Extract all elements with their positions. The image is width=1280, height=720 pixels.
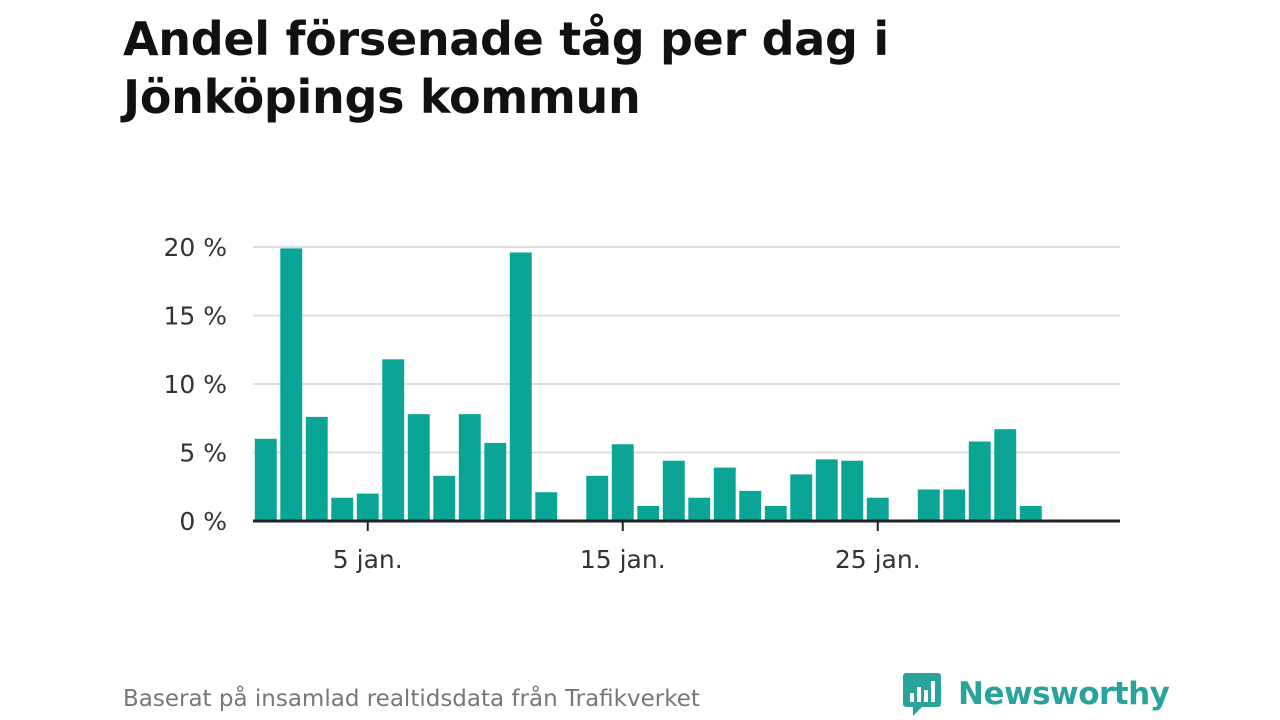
bar-day-8 xyxy=(433,475,456,521)
bar-day-12 xyxy=(535,492,558,521)
bar-day-5 xyxy=(356,493,379,521)
y-tick-label-3: 15 % xyxy=(163,302,227,331)
logo-text: Newsworthy xyxy=(958,676,1170,712)
y-tick-labels: 0 % 5 % 10 % 15 % 20 % xyxy=(163,233,227,536)
bar-day-16 xyxy=(637,505,660,521)
x-ticks: 5 jan. 15 jan. 25 jan. xyxy=(333,521,921,574)
bar-day-6 xyxy=(382,359,405,521)
bar-day-11 xyxy=(509,252,532,522)
newsworthy-logo: Newsworthy xyxy=(902,670,1170,718)
bar-day-31 xyxy=(1019,505,1042,521)
x-tick-label-0: 5 jan. xyxy=(333,545,403,574)
y-tick-label-4: 20 % xyxy=(163,233,227,262)
y-tick-label-0: 0 % xyxy=(179,507,227,536)
bar-day-1 xyxy=(254,438,277,521)
bar-day-25 xyxy=(866,497,889,521)
source-note: Baserat på insamlad realtidsdata från Tr… xyxy=(123,686,700,712)
bar-day-28 xyxy=(943,489,966,521)
bars xyxy=(254,248,1042,522)
x-tick-label-1: 15 jan. xyxy=(580,545,666,574)
bar-day-29 xyxy=(968,441,991,521)
bar-day-10 xyxy=(484,442,507,521)
y-tick-label-2: 10 % xyxy=(163,370,227,399)
y-tick-label-1: 5 % xyxy=(179,439,227,468)
bar-day-22 xyxy=(790,474,813,521)
bar-day-27 xyxy=(917,489,940,521)
bar-day-19 xyxy=(713,467,736,521)
bar-day-17 xyxy=(662,460,685,521)
bar-day-24 xyxy=(841,460,864,521)
x-tick-label-2: 25 jan. xyxy=(835,545,921,574)
bar-day-2 xyxy=(280,248,303,521)
bar-day-3 xyxy=(305,416,328,521)
bar-day-9 xyxy=(458,414,481,521)
bar-day-20 xyxy=(739,490,762,521)
bar-day-30 xyxy=(994,429,1017,521)
bar-day-21 xyxy=(764,505,787,521)
bar-day-7 xyxy=(407,414,430,521)
bar-day-18 xyxy=(688,497,711,521)
newsworthy-chart-icon xyxy=(903,673,941,716)
bar-day-23 xyxy=(815,459,838,521)
bar-day-14 xyxy=(586,475,609,521)
bar-chart: 0 % 5 % 10 % 15 % 20 % 5 jan. 15 jan. 25 jan. xyxy=(163,233,1120,574)
chart-title: Andel försenade tåg per dag i Jönköpings… xyxy=(123,12,889,124)
bar-day-4 xyxy=(331,497,354,521)
bar-day-15 xyxy=(611,444,634,521)
